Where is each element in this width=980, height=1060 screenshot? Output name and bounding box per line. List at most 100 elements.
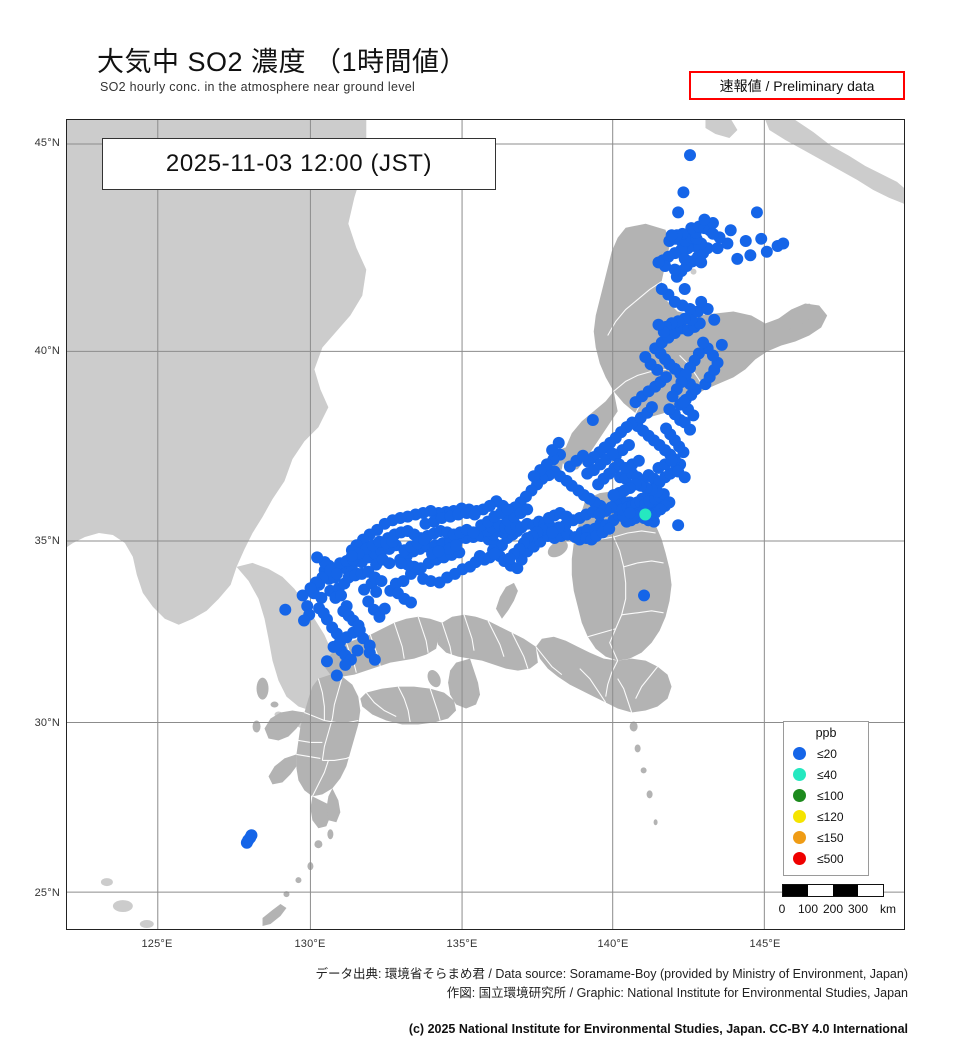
station-marker[interactable] <box>622 439 635 451</box>
station-marker[interactable] <box>552 436 565 449</box>
station-marker[interactable] <box>449 539 462 552</box>
station-marker[interactable] <box>370 585 383 598</box>
station-marker[interactable] <box>663 403 676 416</box>
station-marker[interactable] <box>660 371 673 384</box>
station-marker[interactable] <box>638 589 651 602</box>
station-marker[interactable] <box>606 447 619 460</box>
station-marker[interactable] <box>586 413 599 426</box>
ytick-30n: 30°N <box>34 717 60 729</box>
station-marker[interactable] <box>698 213 711 226</box>
station-marker[interactable] <box>345 550 358 563</box>
continent-asia <box>67 120 367 625</box>
station-marker[interactable] <box>404 596 417 609</box>
station-marker[interactable] <box>665 454 678 467</box>
station-marker[interactable] <box>317 607 330 620</box>
station-marker[interactable] <box>330 669 343 682</box>
station-marker[interactable] <box>378 602 391 615</box>
station-marker[interactable] <box>639 508 652 521</box>
station-marker[interactable] <box>424 575 437 588</box>
station-marker[interactable] <box>603 522 616 535</box>
station-marker[interactable] <box>708 313 721 326</box>
station-marker[interactable] <box>760 245 773 258</box>
station-marker[interactable] <box>375 575 388 588</box>
station-marker[interactable] <box>488 547 501 560</box>
station-marker[interactable] <box>695 256 708 269</box>
station-marker[interactable] <box>677 186 690 199</box>
station-marker[interactable] <box>527 470 540 483</box>
ytick-25n: 25°N <box>34 887 60 899</box>
station-marker[interactable] <box>467 526 480 539</box>
station-marker[interactable] <box>731 252 744 265</box>
station-marker[interactable] <box>418 533 431 546</box>
station-marker[interactable] <box>777 237 790 250</box>
station-marker[interactable] <box>521 503 534 516</box>
station-marker[interactable] <box>750 206 763 219</box>
station-marker[interactable] <box>386 535 399 548</box>
station-marker[interactable] <box>351 644 364 657</box>
station-marker[interactable] <box>677 396 690 409</box>
legend-swatch-icon <box>793 789 806 802</box>
station-marker[interactable] <box>672 206 685 219</box>
station-marker[interactable] <box>715 338 728 351</box>
station-marker[interactable] <box>724 224 737 237</box>
station-marker[interactable] <box>678 252 691 265</box>
station-marker[interactable] <box>665 229 678 242</box>
station-marker[interactable] <box>330 567 343 580</box>
map-plot-area[interactable] <box>66 119 905 930</box>
station-marker[interactable] <box>684 423 696 436</box>
station-marker[interactable] <box>666 390 679 403</box>
station-marker[interactable] <box>660 422 673 435</box>
station-marker[interactable] <box>711 242 724 255</box>
station-marker[interactable] <box>368 653 381 666</box>
station-marker[interactable] <box>503 552 516 565</box>
station-marker[interactable] <box>607 489 620 502</box>
station-marker[interactable] <box>739 235 752 247</box>
station-marker[interactable] <box>546 526 559 539</box>
station-marker[interactable] <box>652 318 665 331</box>
legend-item-0[interactable]: ≤20 <box>784 743 868 764</box>
station-marker[interactable] <box>678 471 691 484</box>
legend-item-2[interactable]: ≤100 <box>784 785 868 806</box>
station-marker[interactable] <box>304 582 317 595</box>
station-marker[interactable] <box>668 263 681 276</box>
station-marker[interactable] <box>432 545 445 558</box>
station-marker[interactable] <box>678 282 691 295</box>
legend-item-3[interactable]: ≤120 <box>784 806 868 827</box>
station-marker[interactable] <box>298 614 311 627</box>
legend-item-1[interactable]: ≤40 <box>784 764 868 785</box>
station-marker[interactable] <box>279 603 292 616</box>
station-marker[interactable] <box>684 149 696 162</box>
station-marker[interactable] <box>593 508 606 521</box>
station-marker[interactable] <box>672 519 685 532</box>
station-marker[interactable] <box>706 227 719 240</box>
station-marker[interactable] <box>315 591 328 604</box>
station-marker[interactable] <box>383 557 396 570</box>
station-marker[interactable] <box>695 295 708 308</box>
south-islet-2 <box>139 920 154 929</box>
station-marker[interactable] <box>397 575 410 588</box>
station-marker[interactable] <box>639 351 652 363</box>
station-points-layer[interactable] <box>240 149 790 849</box>
legend-item-5[interactable]: ≤500 <box>784 848 868 869</box>
station-marker[interactable] <box>576 449 589 462</box>
station-marker[interactable] <box>697 336 710 349</box>
station-marker[interactable] <box>339 658 352 671</box>
station-marker[interactable] <box>652 256 665 269</box>
station-marker[interactable] <box>501 503 514 516</box>
station-marker[interactable] <box>245 829 258 842</box>
station-marker[interactable] <box>468 508 481 521</box>
station-marker[interactable] <box>645 401 658 414</box>
station-marker[interactable] <box>632 454 645 467</box>
station-marker[interactable] <box>311 551 324 564</box>
station-marker[interactable] <box>755 232 768 245</box>
station-marker[interactable] <box>623 507 636 520</box>
legend-item-4[interactable]: ≤150 <box>784 827 868 848</box>
station-marker[interactable] <box>655 282 668 295</box>
station-marker[interactable] <box>335 589 348 602</box>
station-marker[interactable] <box>687 409 700 422</box>
station-marker[interactable] <box>296 589 309 602</box>
station-marker[interactable] <box>320 655 333 668</box>
station-marker[interactable] <box>395 557 408 570</box>
station-marker[interactable] <box>353 624 366 637</box>
station-marker[interactable] <box>744 249 757 262</box>
